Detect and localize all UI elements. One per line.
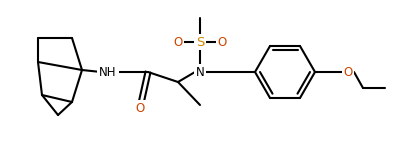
Text: N: N [196, 66, 204, 78]
Text: O: O [135, 102, 145, 114]
Text: O: O [218, 36, 227, 48]
Text: O: O [173, 36, 183, 48]
Text: S: S [196, 36, 204, 48]
Text: O: O [343, 66, 353, 78]
Text: NH: NH [99, 66, 117, 78]
